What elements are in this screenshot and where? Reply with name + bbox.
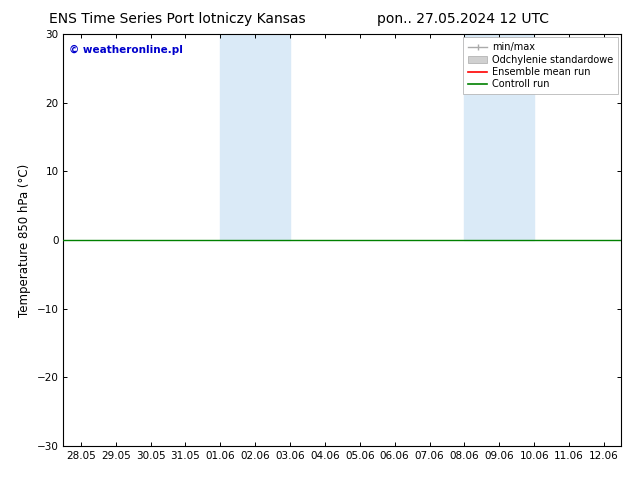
Text: ENS Time Series Port lotniczy Kansas: ENS Time Series Port lotniczy Kansas: [49, 12, 306, 26]
Y-axis label: Temperature 850 hPa (°C): Temperature 850 hPa (°C): [18, 164, 31, 317]
Text: pon.. 27.05.2024 12 UTC: pon.. 27.05.2024 12 UTC: [377, 12, 549, 26]
Legend: min/max, Odchylenie standardowe, Ensemble mean run, Controll run: min/max, Odchylenie standardowe, Ensembl…: [463, 37, 618, 94]
Text: © weatheronline.pl: © weatheronline.pl: [69, 45, 183, 55]
